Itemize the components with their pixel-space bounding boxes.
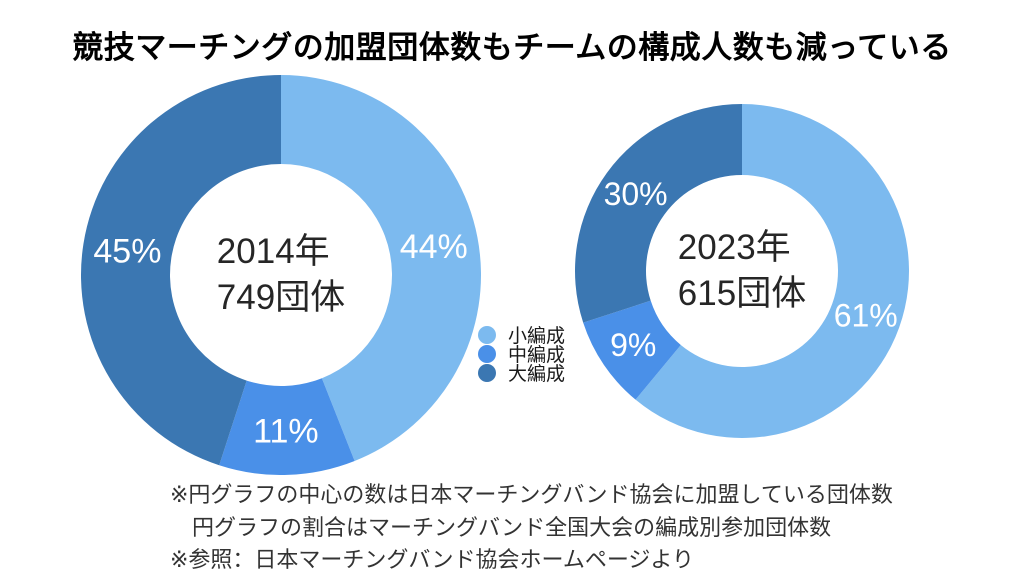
page-title: 競技マーチングの加盟団体数もチームの構成人数も減っている [72,30,952,65]
footnote-line-3: ※参照：日本マーチングバンド協会ホームページより [170,547,694,572]
legend-swatch-large-formation-icon [478,363,496,382]
slice-percent-label-large-formation: 45% [93,233,161,271]
donut-svg: 44% 11% 45% [81,75,481,475]
slice-percent-label-medium-formation: 9% [610,327,656,363]
legend-label-large-formation: 大編成 [508,364,566,385]
footnote-line-2: 円グラフの割合はマーチングバンド全国大会の編成別参加団体数 [192,514,832,540]
slice-percent-label-medium-formation: 11% [253,412,319,450]
donut-chart-2023: 61% 9% 30% 2023年 615団体 [575,104,909,438]
legend-item-medium-formation: 中編成 [478,344,565,366]
donut-slice-medium-formation [219,378,355,475]
slice-percent-label-small-formation: 61% [834,298,898,334]
donut-slice-medium-formation [583,300,681,400]
donut-slice-large-formation [81,75,281,466]
slice-percent-label-small-formation: 44% [400,228,468,266]
legend: 小編成 中編成 大編成 [478,325,565,385]
footnote-line-1: ※円グラフの中心の数は日本マーチングバンド協会に加盟している団体数 [170,482,893,507]
donut-slice-small-formation [281,75,481,461]
legend-swatch-medium-formation-icon [478,344,496,363]
legend-label-medium-formation: 中編成 [508,345,566,366]
donut-slice-large-formation [575,104,742,323]
slice-percent-label-large-formation: 30% [604,176,668,212]
legend-item-large-formation: 大編成 [478,363,565,385]
legend-item-small-formation: 小編成 [478,325,565,347]
legend-label-small-formation: 小編成 [508,326,566,347]
donut-chart-2014: 44% 11% 45% 2014年 749団体 [81,75,481,475]
donut-slice-small-formation [635,104,909,438]
footnotes: ※円グラフの中心の数は日本マーチングバンド協会に加盟している団体数 円グラフの割… [170,479,893,577]
donut-svg: 61% 9% 30% [575,104,909,438]
legend-swatch-small-formation-icon [478,325,496,344]
